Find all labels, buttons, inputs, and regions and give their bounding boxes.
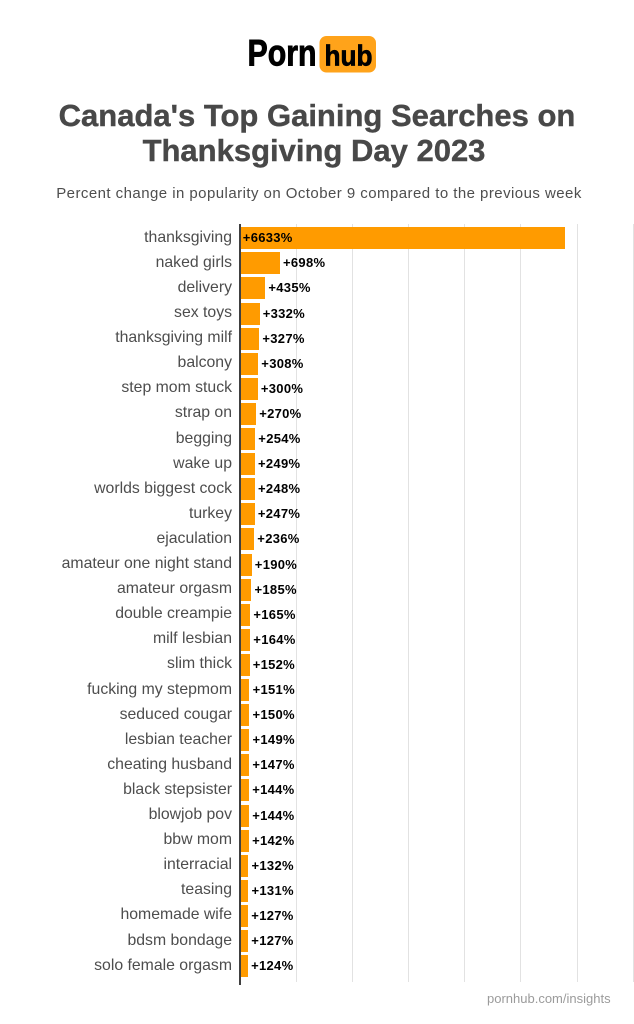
svg-text:Porn: Porn: [248, 32, 317, 73]
svg-text:hub: hub: [325, 40, 373, 72]
